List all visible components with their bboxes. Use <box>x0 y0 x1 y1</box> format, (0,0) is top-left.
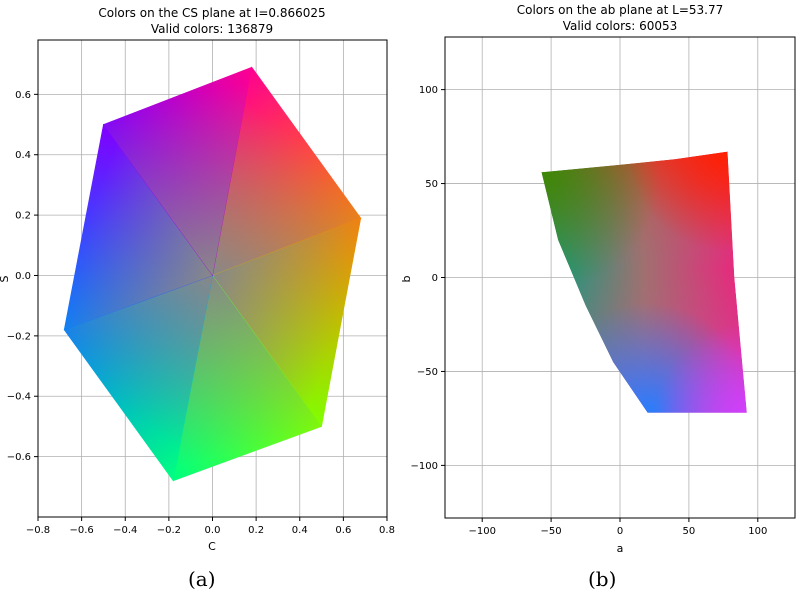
chart-a-y-tick-label: 0.4 <box>15 150 31 161</box>
chart-a-region-sector-shade <box>212 218 361 427</box>
chart-a-x-tick-label: 0.4 <box>292 525 308 536</box>
panel-a-cs-plane: Colors on the CS plane at I=0.866025 Val… <box>0 6 395 553</box>
panel-b-ab-plane: Colors on the ab plane at L=53.77 Valid … <box>400 3 796 555</box>
chart-a-y-tick-label: 0.0 <box>15 271 31 282</box>
chart-b-y-tick-label: −100 <box>411 461 438 472</box>
chart-a-x-tick-label: −0.8 <box>26 525 50 536</box>
chart-a-x-tick-label: −0.4 <box>113 525 137 536</box>
chart-b-x-axis-label: a <box>617 542 624 555</box>
chart-a-region-sector-shade <box>103 67 252 276</box>
chart-a-y-tick-label: −0.2 <box>7 331 31 342</box>
chart-b-x-tick-label: −100 <box>468 526 495 537</box>
chart-a-y-axis-label: S <box>0 275 11 282</box>
chart-a-x-tick-label: 0.2 <box>248 525 264 536</box>
chart-a-x-tick-label: −0.6 <box>69 525 93 536</box>
chart-b-y-ticks: −100 −50 0 50 100 <box>411 85 445 472</box>
chart-a-x-tick-label: 0.0 <box>205 525 221 536</box>
chart-b-x-tick-label: 100 <box>748 526 767 537</box>
chart-a-title: Colors on the CS plane at I=0.866025 <box>98 6 325 20</box>
chart-a-region-sector-shade <box>212 67 361 276</box>
chart-a-x-ticks: −0.8 −0.6 −0.4 −0.2 0.0 0.2 0.4 0.6 0.8 <box>26 517 395 536</box>
chart-b-region-layer <box>541 151 747 413</box>
chart-a-x-tick-label: −0.2 <box>157 525 181 536</box>
chart-b-region-fill <box>541 151 747 413</box>
subfigure-label-b: (b) <box>588 567 617 591</box>
chart-b-x-ticks: −100 −50 0 50 100 <box>468 518 767 537</box>
chart-a-region-sector-shade <box>173 275 322 481</box>
chart-b-title: Colors on the ab plane at L=53.77 <box>517 3 724 17</box>
chart-b-x-tick-label: 0 <box>617 526 623 537</box>
chart-b-y-tick-label: 100 <box>419 85 438 96</box>
chart-a-subtitle: Valid colors: 136879 <box>151 22 273 36</box>
chart-a-y-tick-label: −0.6 <box>7 452 31 463</box>
chart-a-y-tick-label: 0.2 <box>15 211 31 222</box>
chart-b-y-axis-label: b <box>400 275 413 282</box>
chart-b-color-region <box>541 151 747 413</box>
chart-b-y-tick-label: 50 <box>425 179 438 190</box>
chart-a-region-sector-shade <box>64 124 213 330</box>
chart-b-x-tick-label: 50 <box>683 526 696 537</box>
chart-a-x-tick-label: 0.8 <box>379 525 395 536</box>
chart-b-grid <box>445 37 795 518</box>
chart-b-x-tick-label: −50 <box>541 526 562 537</box>
chart-a-y-ticks: −0.6 −0.4 −0.2 0.0 0.2 0.4 0.6 <box>7 90 38 463</box>
chart-a-region-sector-shade <box>64 275 213 481</box>
chart-a-y-tick-label: −0.4 <box>7 392 31 403</box>
chart-a-x-tick-label: 0.6 <box>335 525 351 536</box>
chart-a-x-axis-label: C <box>208 540 216 553</box>
chart-b-y-tick-label: −50 <box>417 367 438 378</box>
chart-b-y-tick-label: 0 <box>432 273 438 284</box>
chart-a-y-tick-label: 0.6 <box>15 90 31 101</box>
chart-b-subtitle: Valid colors: 60053 <box>563 19 678 33</box>
chart-a-color-region <box>63 66 362 482</box>
subfigure-label-a: (a) <box>188 567 216 591</box>
